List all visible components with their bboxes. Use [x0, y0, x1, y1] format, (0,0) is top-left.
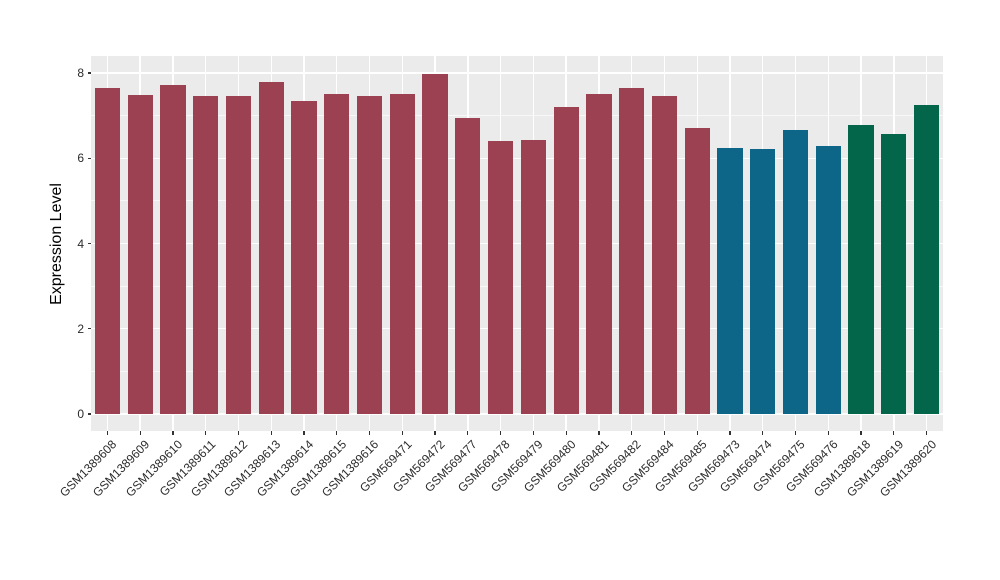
bar-GSM1389609 — [127, 95, 153, 414]
bar-GSM1389612 — [225, 95, 252, 414]
bar-GSM569480 — [553, 107, 579, 414]
gridline-major — [91, 157, 943, 159]
y-tick-label: 4 — [77, 236, 84, 251]
bar-GSM569485 — [684, 128, 710, 414]
x-tick-mark — [401, 431, 403, 435]
x-tick-mark — [794, 431, 797, 435]
bar-GSM1389615 — [324, 94, 350, 414]
bar-GSM569472 — [422, 73, 448, 414]
gridline-minor — [91, 370, 943, 372]
gridline-major — [91, 72, 943, 74]
x-tick-mark — [205, 431, 207, 435]
y-tick-mark — [87, 328, 91, 330]
bar-GSM1389610 — [160, 84, 186, 414]
bar-GSM1389618 — [848, 125, 874, 414]
x-tick-mark — [237, 431, 240, 435]
bar-GSM1389616 — [356, 95, 383, 414]
x-tick-mark — [926, 431, 928, 435]
x-tick-mark — [172, 431, 174, 435]
x-tick-mark — [434, 431, 436, 435]
gridline-major — [91, 242, 943, 245]
x-tick-mark — [106, 431, 108, 435]
bar-GSM1389620 — [913, 105, 940, 414]
x-tick-mark — [827, 431, 829, 435]
x-tick-mark — [762, 431, 764, 435]
y-tick-mark — [87, 413, 91, 415]
bar-GSM569473 — [717, 148, 743, 414]
x-tick-mark — [303, 431, 305, 435]
x-tick-mark — [860, 431, 862, 435]
x-tick-mark — [500, 431, 502, 435]
x-tick-mark — [139, 431, 141, 435]
y-tick-mark — [87, 242, 91, 245]
x-tick-mark — [532, 431, 534, 435]
gridline-major — [91, 413, 943, 415]
bar-GSM569475 — [782, 130, 809, 414]
bar-GSM569478 — [487, 141, 514, 414]
bar-GSM569482 — [619, 87, 645, 414]
x-tick-mark — [729, 431, 731, 435]
bar-GSM569471 — [389, 94, 415, 414]
x-tick-mark — [631, 431, 633, 435]
bar-GSM569476 — [815, 146, 841, 414]
bar-GSM569474 — [750, 149, 776, 414]
bar-GSM1389619 — [881, 133, 907, 414]
gridline-minor — [91, 115, 943, 117]
bar-GSM1389608 — [94, 87, 120, 414]
bar-GSM1389613 — [258, 81, 284, 414]
y-tick-mark — [87, 157, 91, 159]
x-tick-mark — [696, 431, 698, 435]
x-tick-mark — [368, 431, 371, 435]
gridline-minor — [91, 285, 943, 287]
plot-panel — [91, 56, 943, 431]
gridline-major — [91, 328, 943, 330]
y-tick-label: 0 — [77, 406, 84, 421]
x-tick-mark — [893, 431, 895, 435]
y-tick-label: 8 — [77, 66, 84, 81]
x-tick-mark — [598, 431, 600, 435]
y-tick-label: 6 — [77, 151, 84, 166]
bar-GSM1389614 — [291, 100, 317, 414]
bar-GSM569484 — [651, 96, 678, 414]
y-tick-label: 2 — [77, 321, 84, 336]
bar-GSM569477 — [455, 117, 481, 414]
gridline-minor — [91, 200, 943, 202]
bar-GSM569479 — [520, 139, 546, 414]
x-tick-mark — [467, 431, 469, 435]
x-tick-mark — [663, 431, 666, 435]
bar-GSM569481 — [586, 94, 612, 414]
bar-GSM1389611 — [193, 96, 219, 414]
y-tick-mark — [87, 72, 91, 74]
x-tick-mark — [270, 431, 272, 435]
x-tick-mark — [565, 431, 567, 435]
x-tick-mark — [336, 431, 338, 435]
